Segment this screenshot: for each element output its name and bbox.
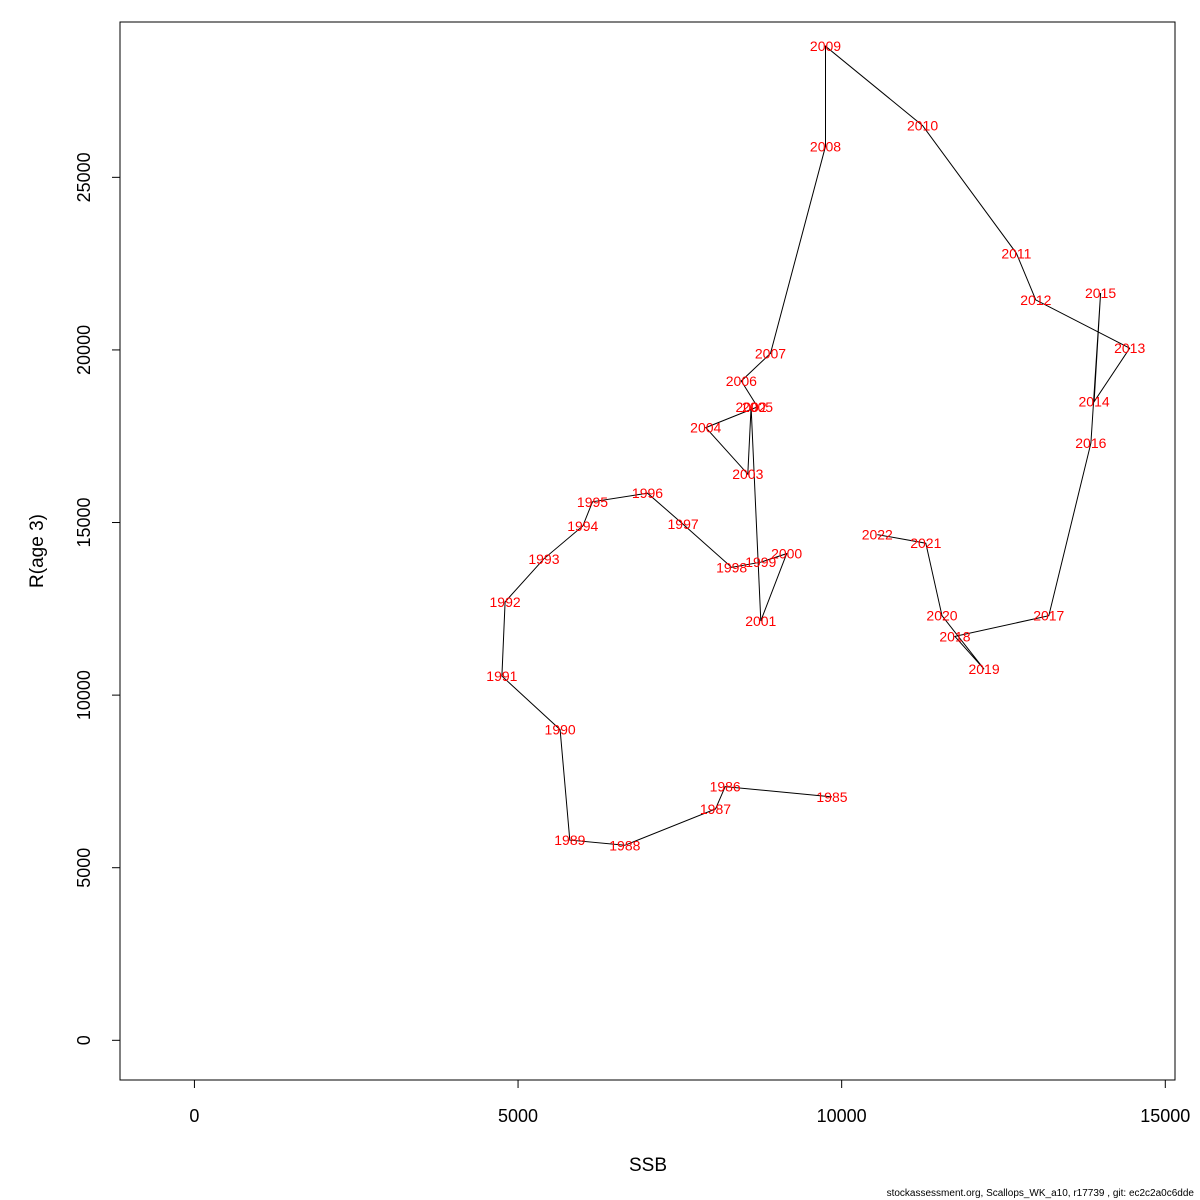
- point-label: 2006: [726, 373, 757, 389]
- point-label: 2001: [745, 613, 776, 629]
- point-label: 2016: [1075, 435, 1106, 451]
- point-label: 1991: [486, 668, 517, 684]
- point-label: 2000: [771, 546, 802, 562]
- point-label: 1989: [554, 832, 585, 848]
- point-label: 1993: [528, 551, 559, 567]
- footer-text: stockassessment.org, Scallops_WK_a10, r1…: [887, 1188, 1195, 1199]
- y-tick-label: 20000: [74, 325, 94, 375]
- point-label: 1988: [609, 837, 640, 853]
- x-tick-label: 10000: [817, 1106, 867, 1126]
- x-tick-label: 0: [189, 1106, 199, 1126]
- x-axis: 0 5000 10000 15000: [189, 1079, 1190, 1126]
- point-label: 2009: [810, 38, 841, 54]
- plot-frame: [119, 21, 1176, 1081]
- year-labels: 1985 1986 1987 1988 1989 1990 1991 1992 1993 1994…: [486, 38, 1145, 853]
- point-label: 2022: [862, 527, 893, 543]
- point-label: 1999: [745, 554, 776, 570]
- y-tick-label: 15000: [74, 497, 94, 547]
- y-tick-label: 5000: [74, 848, 94, 888]
- point-label: 2004: [690, 420, 721, 436]
- point-label: 2008: [810, 138, 841, 154]
- point-label: 2013: [1114, 340, 1145, 356]
- point-label: 1995: [577, 494, 608, 510]
- point-label: 1987: [700, 801, 731, 817]
- y-tick-label: 25000: [74, 152, 94, 202]
- point-label: 2007: [755, 345, 786, 361]
- x-tick-label: 5000: [498, 1106, 538, 1126]
- point-label: 2011: [1001, 245, 1031, 261]
- y-axis: 0 5000 10000 15000 20000 25000: [74, 152, 121, 1045]
- point-label: 2015: [1085, 285, 1116, 301]
- point-label: 2017: [1033, 608, 1064, 624]
- point-label: 1996: [632, 485, 663, 501]
- point-label: 1992: [490, 594, 521, 610]
- point-label: 2003: [732, 466, 763, 482]
- y-tick-label: 0: [74, 1035, 94, 1045]
- point-label: 2021: [910, 535, 941, 551]
- series-line: [501, 45, 1131, 846]
- point-label: 1994: [567, 518, 598, 534]
- point-label: 2020: [926, 608, 957, 624]
- y-axis-title: R(age 3): [27, 514, 48, 588]
- point-label: 1990: [545, 722, 576, 738]
- x-tick-label: 15000: [1140, 1106, 1190, 1126]
- point-label: 2010: [907, 118, 938, 134]
- x-axis-title: SSB: [629, 1155, 667, 1176]
- point-label: 2014: [1079, 394, 1110, 410]
- point-label: 2012: [1020, 292, 1051, 308]
- point-label: 1998: [716, 559, 747, 575]
- point-label: 1985: [816, 789, 847, 805]
- point-label: 1986: [710, 779, 741, 795]
- point-label: 2005: [742, 399, 773, 415]
- point-label: 2002: [735, 399, 766, 415]
- point-label: 2018: [939, 628, 970, 644]
- point-label: 2019: [968, 661, 999, 677]
- point-label: 1997: [668, 516, 699, 532]
- y-tick-label: 10000: [74, 670, 94, 720]
